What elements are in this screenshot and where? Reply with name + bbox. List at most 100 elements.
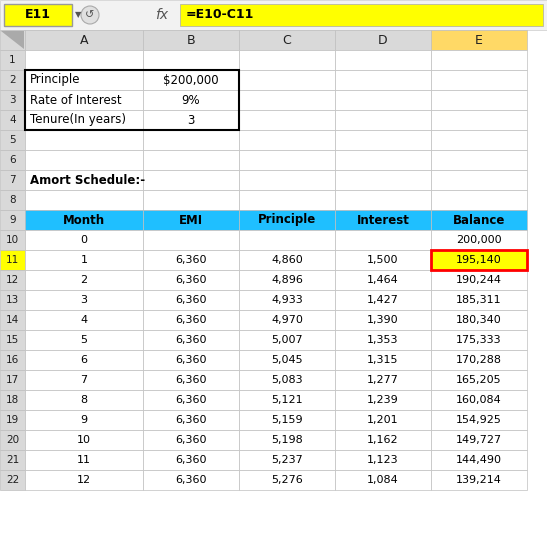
Bar xyxy=(335,330,431,350)
Text: 4,970: 4,970 xyxy=(271,315,303,325)
Text: 165,205: 165,205 xyxy=(456,375,502,385)
Text: 11: 11 xyxy=(77,455,91,465)
Text: 6,360: 6,360 xyxy=(175,395,207,405)
Bar xyxy=(431,130,527,150)
Bar xyxy=(431,210,527,230)
Text: 10: 10 xyxy=(6,235,19,245)
Text: 13: 13 xyxy=(6,295,19,305)
Bar xyxy=(25,270,143,290)
Text: 9: 9 xyxy=(9,215,16,225)
Text: 5,159: 5,159 xyxy=(271,415,303,425)
Bar xyxy=(143,330,239,350)
Text: 6: 6 xyxy=(80,355,88,365)
Text: 154,925: 154,925 xyxy=(456,415,502,425)
Bar xyxy=(143,310,239,330)
Bar xyxy=(0,390,25,410)
Bar xyxy=(335,130,431,150)
Text: 16: 16 xyxy=(6,355,19,365)
Text: 5,121: 5,121 xyxy=(271,395,303,405)
Text: E: E xyxy=(475,33,483,47)
Text: 6,360: 6,360 xyxy=(175,455,207,465)
Text: 6,360: 6,360 xyxy=(175,435,207,445)
Text: 160,084: 160,084 xyxy=(456,395,502,405)
Bar xyxy=(431,230,527,250)
Text: 144,490: 144,490 xyxy=(456,455,502,465)
Text: Principle: Principle xyxy=(30,74,80,86)
Text: 5,198: 5,198 xyxy=(271,435,303,445)
Bar xyxy=(25,50,143,70)
Bar xyxy=(0,270,25,290)
Text: 6,360: 6,360 xyxy=(175,355,207,365)
Bar xyxy=(25,130,143,150)
Text: 1,353: 1,353 xyxy=(367,335,399,345)
Text: C: C xyxy=(283,33,292,47)
Text: B: B xyxy=(187,33,195,47)
Bar xyxy=(335,470,431,490)
Bar xyxy=(335,50,431,70)
Text: 200,000: 200,000 xyxy=(456,235,502,245)
Bar xyxy=(0,50,25,70)
Bar xyxy=(431,390,527,410)
Text: 1,239: 1,239 xyxy=(367,395,399,405)
Text: 8: 8 xyxy=(9,195,16,205)
Bar xyxy=(239,390,335,410)
Bar xyxy=(180,4,543,26)
Text: 1,464: 1,464 xyxy=(367,275,399,285)
Text: 170,288: 170,288 xyxy=(456,355,502,365)
Bar xyxy=(25,410,143,430)
Bar xyxy=(25,470,143,490)
Text: 4,860: 4,860 xyxy=(271,255,303,265)
Bar xyxy=(0,210,25,230)
Bar xyxy=(0,190,25,210)
Bar xyxy=(143,250,239,270)
Text: Interest: Interest xyxy=(357,213,410,227)
Bar xyxy=(239,130,335,150)
Bar xyxy=(143,370,239,390)
Bar xyxy=(143,230,239,250)
Bar xyxy=(431,270,527,290)
Bar xyxy=(335,190,431,210)
Text: 19: 19 xyxy=(6,415,19,425)
Text: 5: 5 xyxy=(9,135,16,145)
Text: 180,340: 180,340 xyxy=(456,315,502,325)
Bar xyxy=(239,110,335,130)
Bar xyxy=(0,410,25,430)
Text: EMI: EMI xyxy=(179,213,203,227)
Bar xyxy=(335,350,431,370)
Bar xyxy=(0,430,25,450)
Text: 6: 6 xyxy=(9,155,16,165)
Text: 190,244: 190,244 xyxy=(456,275,502,285)
Bar xyxy=(25,250,143,270)
Text: 1,427: 1,427 xyxy=(367,295,399,305)
Bar xyxy=(25,370,143,390)
Text: 1,162: 1,162 xyxy=(367,435,399,445)
Bar xyxy=(0,0,547,30)
Bar xyxy=(25,150,143,170)
Text: 139,214: 139,214 xyxy=(456,475,502,485)
Text: Amort Schedule:-: Amort Schedule:- xyxy=(30,173,145,187)
Text: 3: 3 xyxy=(9,95,16,105)
Text: Rate of Interest: Rate of Interest xyxy=(30,94,121,106)
Bar xyxy=(431,330,527,350)
Bar xyxy=(0,350,25,370)
Text: 1,123: 1,123 xyxy=(367,455,399,465)
Bar xyxy=(143,430,239,450)
Text: 1,500: 1,500 xyxy=(367,255,399,265)
Bar xyxy=(143,170,239,190)
Bar xyxy=(0,370,25,390)
Text: ↺: ↺ xyxy=(85,10,95,20)
Bar xyxy=(431,470,527,490)
Bar xyxy=(431,430,527,450)
Bar xyxy=(239,370,335,390)
Bar xyxy=(0,170,25,190)
Bar xyxy=(239,190,335,210)
Text: Tenure(In years): Tenure(In years) xyxy=(30,114,126,126)
Bar xyxy=(25,210,143,230)
Bar xyxy=(143,210,239,230)
Bar xyxy=(25,230,143,250)
Text: 1: 1 xyxy=(9,55,16,65)
Bar xyxy=(239,290,335,310)
Bar xyxy=(143,470,239,490)
Bar xyxy=(0,130,25,150)
Bar xyxy=(25,70,143,90)
